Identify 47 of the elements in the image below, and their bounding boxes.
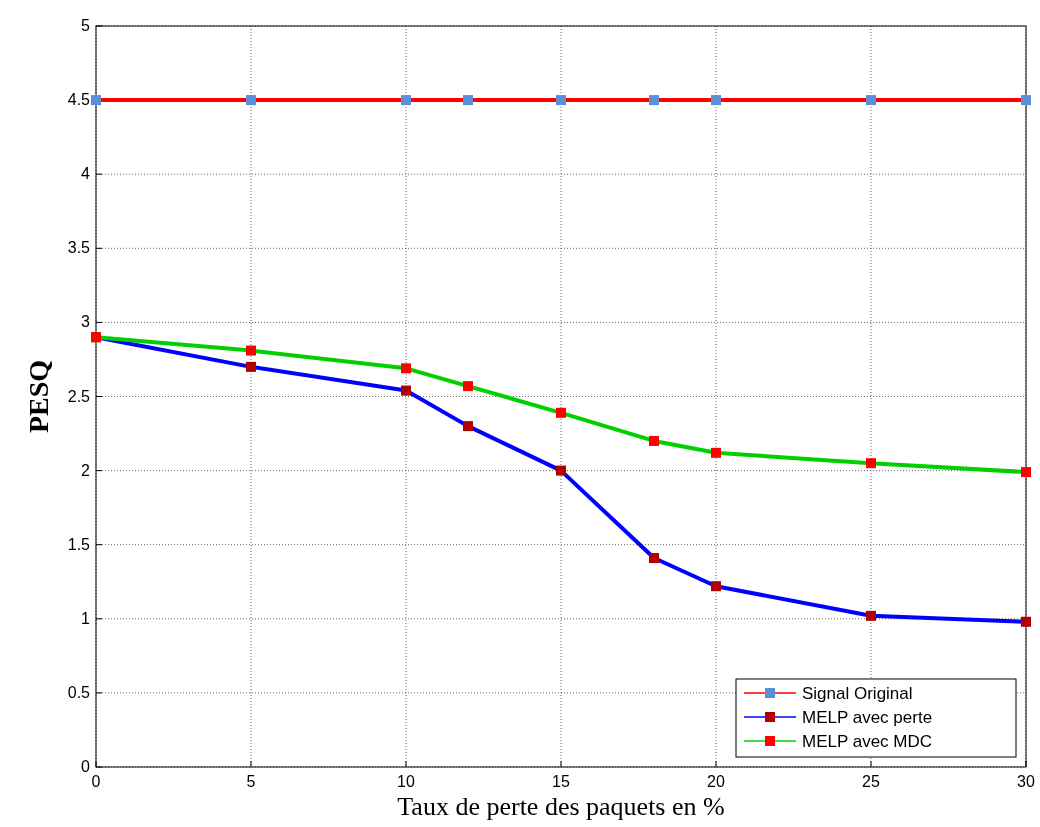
point: [649, 95, 659, 106]
y-tick-label: 3.5: [67, 239, 91, 257]
x-tick-label: 10: [397, 773, 415, 790]
y-axis-title: PESQ: [23, 359, 54, 434]
legend-label: MELP avec MDC: [802, 732, 933, 751]
y-tick-label: 0.5: [67, 683, 91, 701]
point: [711, 95, 721, 106]
y-tick-label: 0: [81, 758, 91, 775]
y-tick-label: 5: [81, 17, 91, 34]
point: [866, 610, 876, 621]
y-tick-label: 1: [81, 609, 91, 627]
point: [401, 363, 411, 374]
point: [711, 581, 721, 592]
point: [463, 381, 473, 392]
point: [463, 421, 473, 432]
point: [866, 95, 876, 106]
x-tick-label: 5: [246, 773, 256, 790]
y-tick-label: 1.5: [67, 535, 91, 553]
legend-label: MELP avec perte: [802, 708, 933, 727]
point: [401, 95, 411, 106]
point: [866, 458, 876, 469]
point: [1021, 616, 1031, 627]
y-tick-label: 3: [81, 313, 91, 331]
point: [556, 407, 566, 418]
x-tick-label: 25: [862, 773, 880, 790]
x-tick-label: 15: [552, 773, 570, 790]
y-tick-label: 4: [81, 165, 91, 183]
point: [556, 465, 566, 476]
point: [1021, 467, 1031, 478]
point: [649, 435, 659, 446]
point: [246, 361, 256, 372]
point: [711, 447, 721, 458]
y-tick-label: 4.5: [67, 91, 91, 109]
point: [1021, 95, 1031, 106]
point: [556, 95, 566, 106]
x-tick-label: 30: [1017, 773, 1035, 790]
point: [246, 95, 256, 106]
x-tick-label: 20: [707, 773, 725, 790]
x-axis-title: Taux de perte des paquets en %: [397, 792, 725, 821]
point: [91, 95, 101, 106]
point: [246, 345, 256, 356]
point: [463, 95, 473, 106]
y-tick-label: 2.5: [67, 387, 91, 405]
point: [401, 385, 411, 396]
y-tick-label: 2: [81, 461, 91, 479]
point: [649, 553, 659, 564]
legend-label: Signal Original: [802, 684, 913, 703]
